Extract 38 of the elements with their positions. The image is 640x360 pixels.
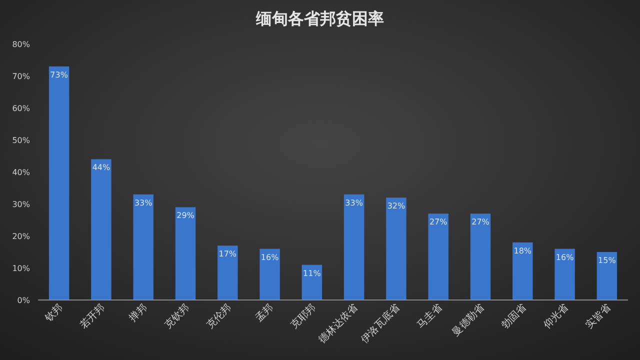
x-tick-label: 孟邦 xyxy=(253,302,276,324)
data-label: 27% xyxy=(472,218,490,227)
x-tick-label: 克伦邦 xyxy=(204,302,234,332)
chart-title: 缅甸各省邦贫困率 xyxy=(255,9,384,28)
data-label: 18% xyxy=(514,246,532,256)
data-label: 32% xyxy=(387,202,406,211)
y-tick-label: 70% xyxy=(12,72,30,81)
data-label: 29% xyxy=(176,211,195,220)
data-label: 16% xyxy=(260,252,280,262)
x-tick-label: 伊洛瓦底省 xyxy=(358,302,402,346)
y-tick-label: 30% xyxy=(12,200,30,209)
data-label: 33% xyxy=(134,198,153,208)
y-tick-label: 80% xyxy=(12,40,30,49)
data-label: 73% xyxy=(50,70,68,80)
x-tick-label: 仰光省 xyxy=(541,302,571,332)
data-label: 11% xyxy=(303,268,322,278)
x-tick-label: 曼德勒省 xyxy=(450,302,487,338)
data-label: 16% xyxy=(556,252,574,262)
x-tick-label: 实皆省 xyxy=(583,302,614,332)
x-tick-label: 勃固省 xyxy=(499,302,529,332)
x-tick-label: 马圭省 xyxy=(414,302,444,332)
data-label: 17% xyxy=(218,250,237,259)
x-tick-label: 德林达依省 xyxy=(316,302,360,346)
x-tick-label: 克耶邦 xyxy=(288,302,318,332)
y-tick-label: 60% xyxy=(12,104,30,113)
data-label: 27% xyxy=(429,218,448,227)
x-tick-label: 掸邦 xyxy=(126,302,150,324)
x-tick-label: 钦邦 xyxy=(42,302,66,325)
x-tick-label: 克钦邦 xyxy=(162,302,192,332)
data-label: 15% xyxy=(598,256,616,265)
y-tick-label: 50% xyxy=(12,136,30,145)
x-tick-label: 若开邦 xyxy=(78,302,108,332)
y-tick-label: 40% xyxy=(12,168,30,177)
y-tick-label: 10% xyxy=(12,264,30,273)
y-tick-label: 0% xyxy=(17,296,30,305)
y-tick-label: 20% xyxy=(12,232,30,241)
data-label: 44% xyxy=(92,163,111,172)
data-label: 33% xyxy=(345,198,364,208)
